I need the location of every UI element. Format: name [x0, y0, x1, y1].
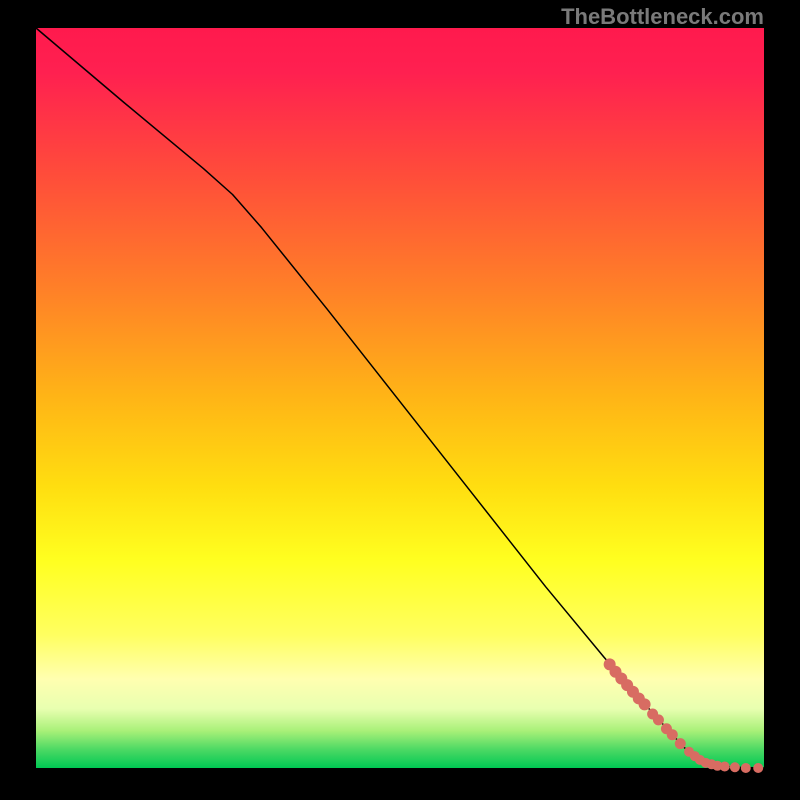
line-series — [36, 28, 764, 768]
data-marker — [639, 698, 651, 710]
watermark-text: TheBottleneck.com — [561, 4, 764, 30]
marker-series — [604, 658, 764, 773]
data-marker — [653, 714, 664, 725]
chart-svg — [36, 28, 764, 768]
chart-stage: TheBottleneck.com — [0, 0, 800, 800]
data-marker — [741, 763, 751, 773]
data-marker — [667, 729, 678, 740]
data-marker — [720, 762, 730, 772]
data-marker — [730, 762, 740, 772]
data-marker — [675, 738, 686, 749]
data-marker — [753, 763, 763, 773]
plot-area — [36, 28, 764, 768]
bottleneck-curve — [36, 28, 764, 768]
